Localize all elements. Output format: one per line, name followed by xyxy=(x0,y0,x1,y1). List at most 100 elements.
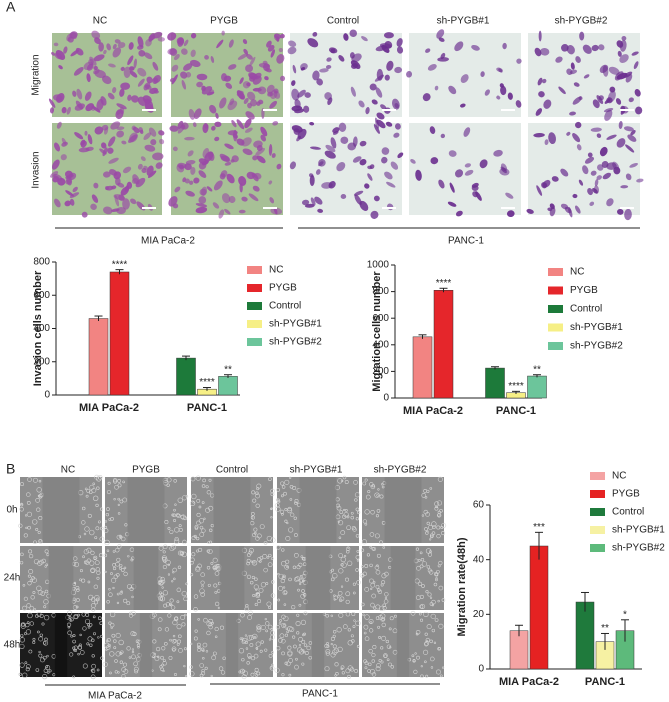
cell xyxy=(44,565,47,568)
cell xyxy=(288,527,294,533)
cell xyxy=(90,550,95,555)
x-tick-label: MIA PaCa-2 xyxy=(499,676,559,688)
cell xyxy=(288,40,297,47)
error-bar xyxy=(224,374,232,379)
cell xyxy=(106,507,110,511)
gap xyxy=(299,477,337,543)
cell xyxy=(422,649,429,655)
cell xyxy=(349,29,357,38)
cell xyxy=(262,60,268,65)
cell xyxy=(28,649,33,654)
cell xyxy=(471,44,480,51)
cell xyxy=(212,202,220,209)
cell xyxy=(352,591,356,595)
cell xyxy=(431,628,436,633)
cell xyxy=(269,100,278,109)
cell xyxy=(112,478,118,483)
cell xyxy=(135,177,146,188)
cell xyxy=(77,652,80,656)
cell xyxy=(364,666,368,670)
cell xyxy=(252,185,260,192)
cell xyxy=(117,42,126,49)
cell xyxy=(122,497,128,503)
cell xyxy=(42,641,47,645)
cell xyxy=(277,500,281,504)
cell xyxy=(429,639,433,644)
cell xyxy=(537,77,543,86)
cell xyxy=(195,203,208,208)
cell xyxy=(162,564,167,570)
cell xyxy=(377,625,381,629)
cell xyxy=(596,133,602,138)
cell xyxy=(434,506,439,511)
cell xyxy=(90,567,96,574)
cell xyxy=(253,584,259,590)
cell xyxy=(22,672,28,678)
y-axis-label: Migration rate(48h) xyxy=(456,537,468,636)
cell xyxy=(373,195,380,202)
cell xyxy=(270,537,276,543)
cell xyxy=(429,538,432,541)
cell xyxy=(309,174,315,187)
cell xyxy=(210,674,213,678)
cell xyxy=(591,44,599,52)
cell xyxy=(431,599,436,605)
cell xyxy=(419,603,426,609)
cell xyxy=(152,77,159,84)
micrograph xyxy=(526,120,644,221)
cell xyxy=(117,497,121,501)
cell xyxy=(345,591,351,597)
cell xyxy=(176,587,182,593)
cell xyxy=(266,535,272,542)
cell xyxy=(287,645,292,650)
cell xyxy=(172,146,178,152)
cell xyxy=(171,513,175,517)
cell xyxy=(333,647,339,654)
cell xyxy=(619,39,627,52)
error-bar xyxy=(621,619,629,642)
cell xyxy=(20,503,24,507)
significance: ** xyxy=(224,364,232,375)
cell xyxy=(471,182,479,188)
cell xyxy=(269,665,275,671)
cell xyxy=(364,636,370,642)
legend-label: sh-PYGB#2 xyxy=(570,341,623,352)
cell xyxy=(113,574,118,579)
legend-swatch xyxy=(590,544,605,552)
cell xyxy=(103,206,113,215)
cell xyxy=(246,561,250,566)
cell xyxy=(137,96,147,106)
cell xyxy=(169,125,179,132)
cell xyxy=(284,479,290,485)
cell xyxy=(110,516,114,521)
cell xyxy=(181,495,187,501)
cell xyxy=(285,627,289,631)
cell xyxy=(373,124,380,134)
cell xyxy=(304,92,311,98)
cell xyxy=(107,481,111,485)
cell xyxy=(549,207,556,217)
cell xyxy=(120,82,131,90)
cell xyxy=(122,198,130,210)
cell xyxy=(245,604,249,608)
cell xyxy=(174,537,179,542)
cell xyxy=(75,598,80,602)
cell xyxy=(42,655,47,660)
cell xyxy=(54,142,61,152)
cell xyxy=(335,671,339,676)
legend-label: PYGB xyxy=(269,283,297,294)
cell xyxy=(596,175,602,180)
cell xyxy=(421,584,425,588)
cell xyxy=(338,122,347,132)
cell xyxy=(360,548,365,552)
cell xyxy=(334,662,339,667)
cell xyxy=(189,180,194,185)
cell xyxy=(184,178,190,184)
cell xyxy=(159,138,165,145)
cell xyxy=(354,669,358,673)
cell xyxy=(255,641,261,647)
cell xyxy=(37,530,41,534)
cell xyxy=(206,566,211,570)
cell xyxy=(112,87,117,94)
cell xyxy=(224,208,231,215)
